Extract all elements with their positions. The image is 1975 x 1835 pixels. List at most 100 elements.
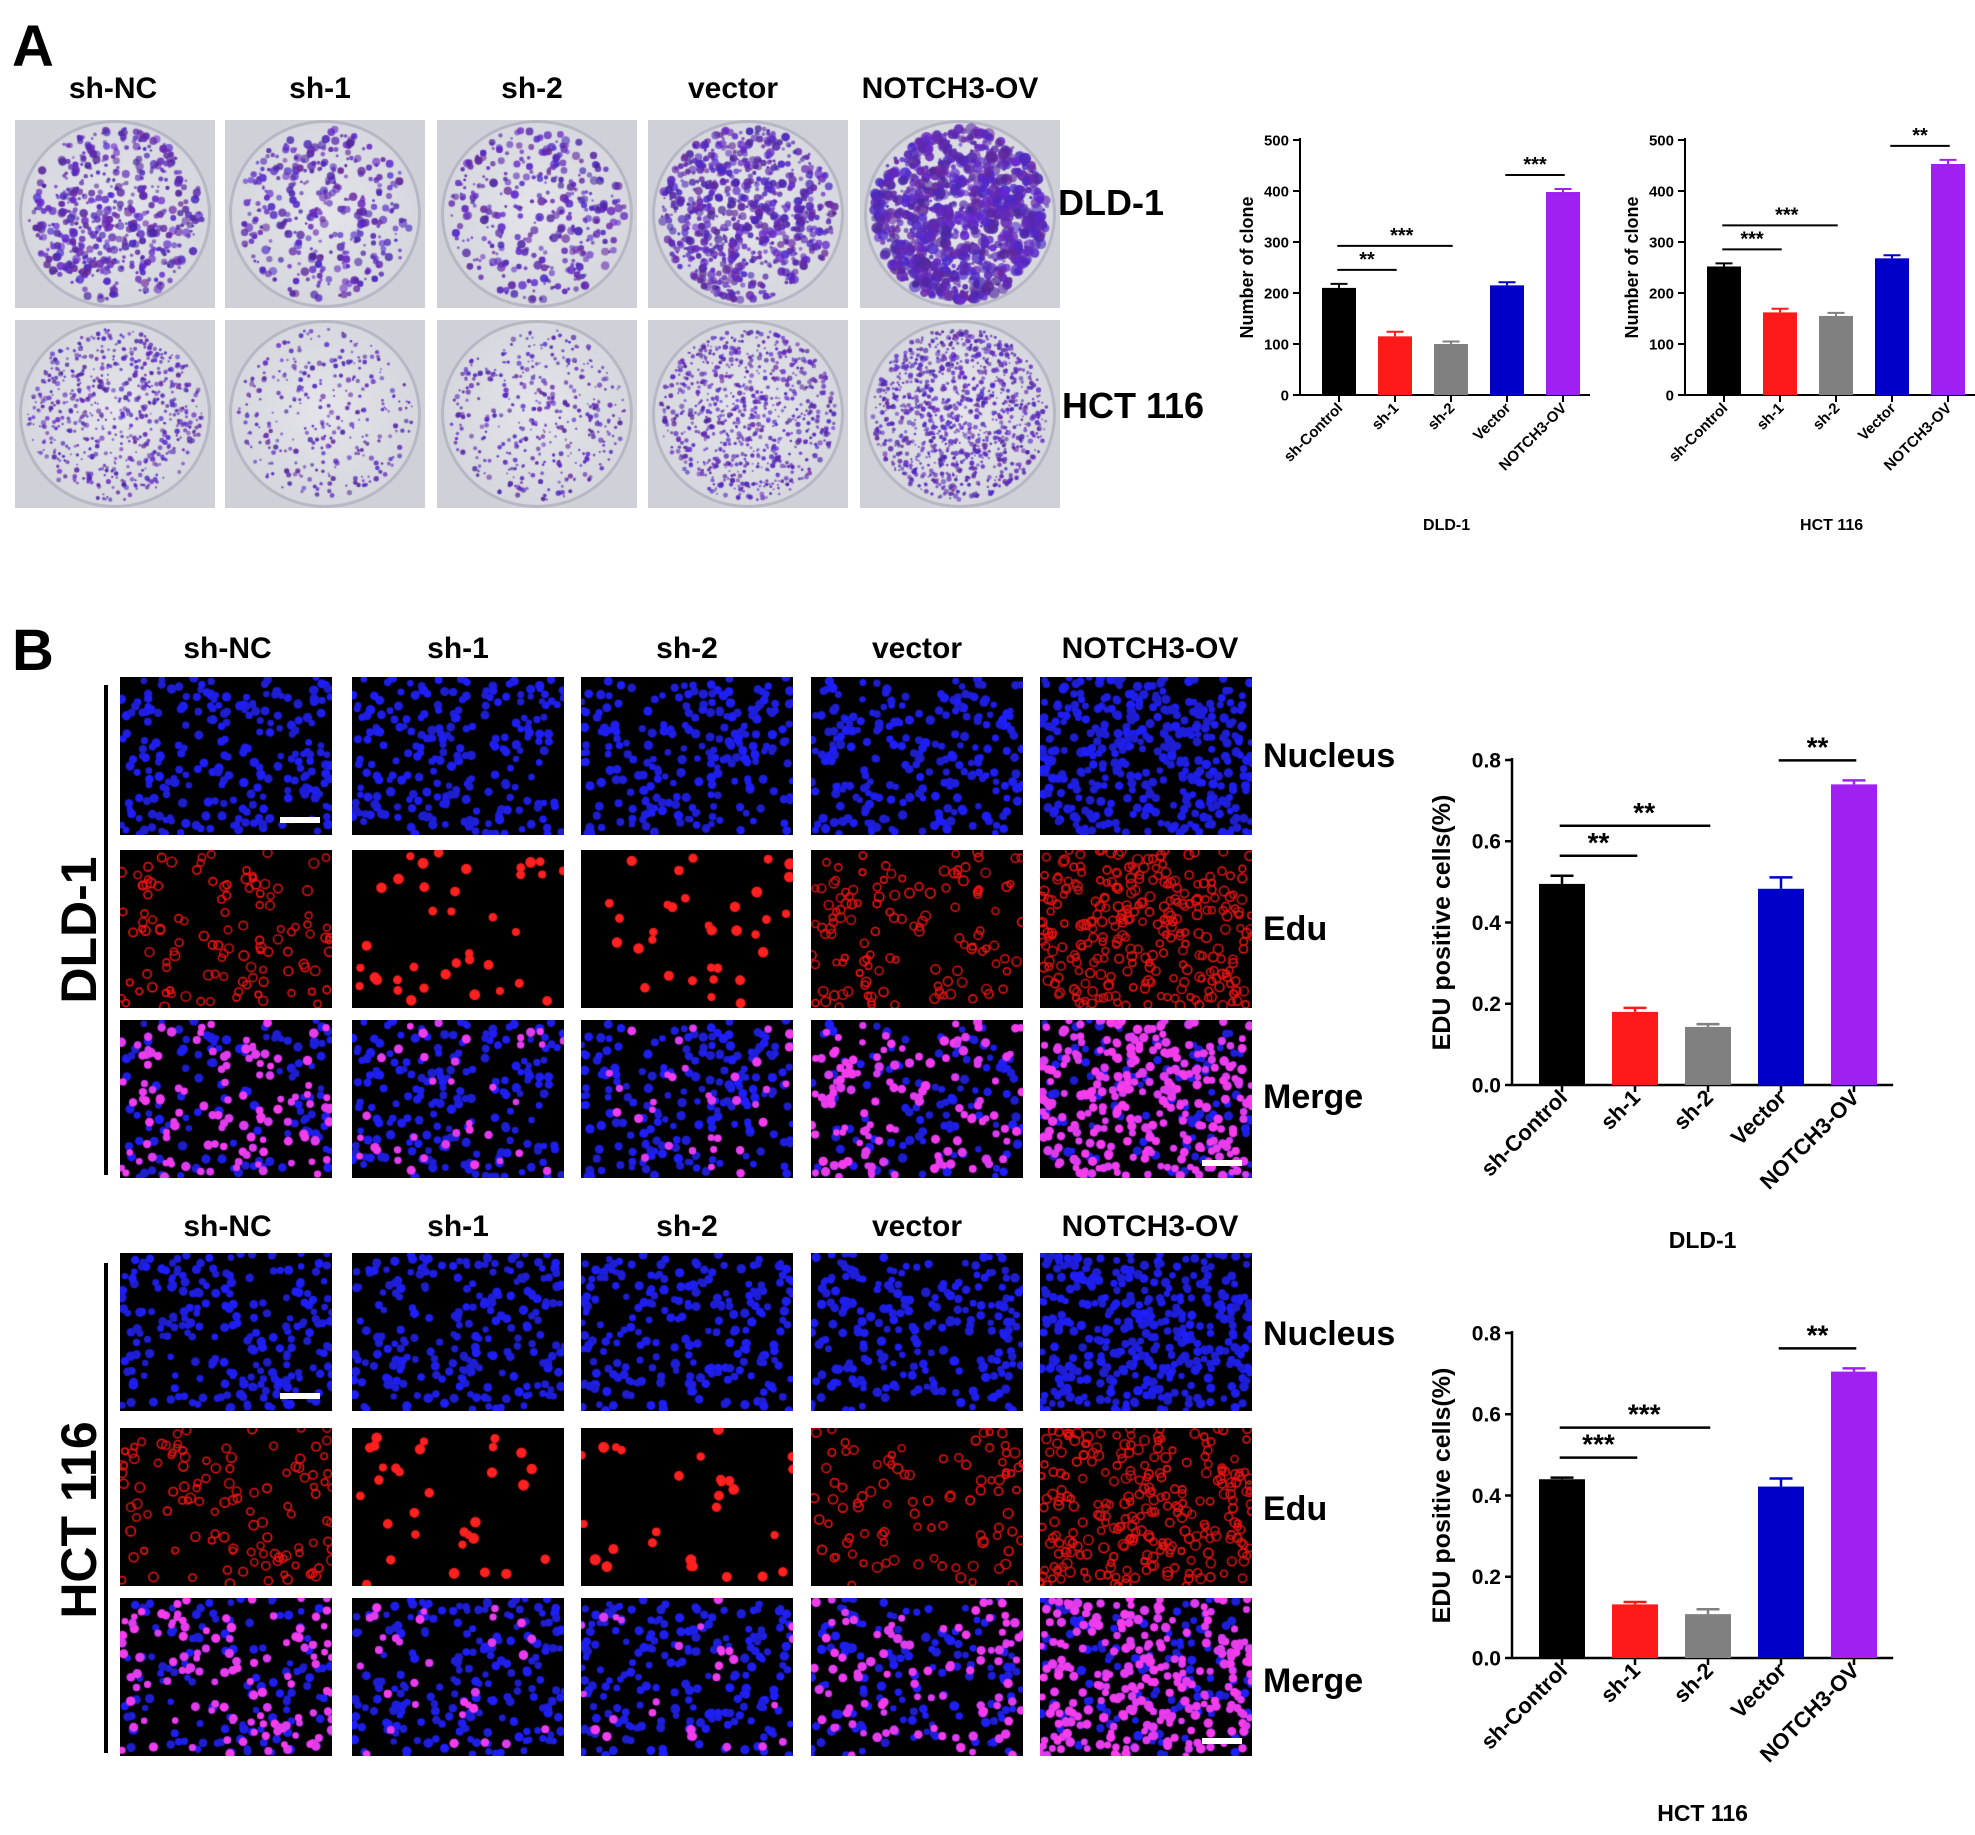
significance-stars: *** [1628,1399,1661,1430]
category-label: sh-1 [1368,400,1402,434]
y-tick-label: 0.0 [1472,1074,1501,1097]
fluorescent-cells [120,1598,332,1756]
fluorescence-tile [811,850,1023,1008]
y-axis-label: Number of clone [1237,196,1257,338]
fluorescence-tile [581,677,793,835]
colony-plate-image [225,320,425,508]
fluorescent-cells [352,1020,564,1178]
y-tick-label: 0.4 [1472,1485,1502,1508]
colony-plate-image [437,320,637,508]
fluorescent-cells [1040,1253,1252,1411]
fluorescence-tile [1040,1428,1252,1586]
scale-bar [1202,1160,1242,1166]
channel-label-nucleus: Nucleus [1263,1315,1396,1353]
fluorescent-cells [581,1428,793,1586]
channel-label-edu: Edu [1263,1490,1328,1528]
fluorescent-cells [811,1598,1023,1756]
y-tick-label: 0.4 [1472,912,1502,935]
colony-plate-image [225,120,425,308]
x-axis-label: HCT 116 [1800,517,1863,534]
y-tick-label: 200 [1264,285,1289,302]
fluorescent-cells [120,677,332,835]
fluorescence-tile [352,1253,564,1411]
colony-dots [860,120,1060,308]
y-tick-label: 500 [1649,132,1674,149]
panel-b-col-label: sh-NC [183,632,272,665]
colony-dots [225,120,425,308]
bar [1931,163,1965,395]
fluorescent-cells [120,1020,332,1178]
colony-dots [648,320,848,508]
panel-b-col-label: sh-1 [427,632,489,665]
significance-stars: ** [1633,797,1655,828]
fluorescence-tile [811,1428,1023,1586]
y-tick-label: 0.8 [1472,749,1502,772]
bar [1707,266,1741,395]
fluorescent-cells [581,677,793,835]
panel-b-col-label: sh-2 [656,632,718,665]
fluorescent-cells [811,1428,1023,1586]
channel-label-edu: Edu [1263,910,1328,948]
y-tick-label: 500 [1264,132,1289,149]
fluorescence-tile [581,1020,793,1178]
fluorescent-cells [1040,850,1252,1008]
fluorescent-cells [811,850,1023,1008]
significance-stars: ** [1359,249,1375,271]
fluorescent-cells [120,850,332,1008]
significance-stars: *** [1582,1429,1615,1460]
fluorescence-tile [120,1020,332,1178]
significance-stars: ** [1807,1319,1829,1350]
colony-plate-image [15,320,215,508]
fluorescence-tile [120,1428,332,1586]
fluorescent-cells [581,1020,793,1178]
y-tick-label: 0.2 [1472,993,1501,1016]
bar [1758,1486,1804,1658]
y-tick-label: 0.6 [1472,1404,1501,1427]
hct116-bracket [104,1263,108,1753]
panel-b-col-label: vector [871,632,963,665]
significance-stars: *** [1775,204,1799,226]
category-label: Vector [1855,400,1900,445]
bar [1546,192,1580,395]
fluorescent-cells [581,850,793,1008]
bar [1685,1614,1731,1658]
bar [1539,1479,1585,1658]
fluorescence-tile [1040,850,1252,1008]
fluorescence-tile [1040,1598,1252,1756]
bar [1819,315,1853,395]
colony-dots [225,320,425,508]
colony-plate-image [437,120,637,308]
y-tick-label: 0.8 [1472,1322,1502,1345]
y-tick-label: 300 [1264,234,1289,251]
colony-plate-image [860,320,1060,508]
fluorescent-cells [352,677,564,835]
category-label: Vector [1726,1085,1792,1151]
bar [1434,344,1468,395]
x-axis-label: HCT 116 [1657,1800,1748,1826]
fluorescence-tile [120,1253,332,1411]
fluorescence-tile [811,677,1023,835]
fluorescent-cells [1040,1428,1252,1586]
bar [1378,336,1412,395]
colony-plate-image [648,320,848,508]
y-tick-label: 0 [1281,387,1289,404]
y-tick-label: 100 [1649,336,1674,353]
bar [1758,888,1804,1085]
colony-dots [860,320,1060,508]
fluorescent-cells [120,1253,332,1411]
fluorescence-tile [811,1020,1023,1178]
fluorescence-tile [1040,677,1252,835]
fluorescent-cells [1040,1598,1252,1756]
category-label: sh-Control [1281,400,1347,466]
category-label: Vector [1470,400,1515,445]
category-label: sh-Control [1476,1085,1572,1181]
significance-stars: *** [1390,225,1414,247]
y-tick-label: 100 [1264,336,1289,353]
colony-dots [648,120,848,308]
colony-dots [437,120,637,308]
y-tick-label: 0.0 [1472,1647,1501,1670]
fluorescence-tile [581,1253,793,1411]
category-label: sh-1 [1595,1658,1645,1708]
fluorescent-cells [352,850,564,1008]
fluorescence-tile [120,1598,332,1756]
